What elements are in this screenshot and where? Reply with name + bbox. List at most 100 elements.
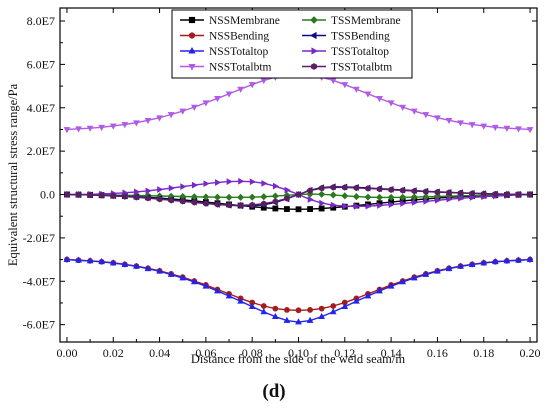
- data-point: [365, 202, 372, 210]
- data-point: [330, 184, 337, 191]
- data-point: [202, 193, 210, 201]
- data-point: [527, 191, 533, 198]
- legend-label: TSSMembrane: [331, 15, 401, 27]
- data-point: [202, 282, 210, 289]
- data-point: [399, 187, 406, 194]
- data-point: [156, 195, 163, 203]
- data-point: [492, 190, 499, 198]
- data-point: [329, 191, 337, 199]
- data-point: [318, 312, 326, 320]
- y-tick-label: 0.0: [40, 188, 55, 202]
- data-point: [121, 260, 129, 267]
- data-point: [329, 308, 337, 315]
- data-point: [364, 193, 372, 201]
- data-point: [203, 200, 209, 207]
- data-point: [226, 178, 233, 185]
- legend-item-tsstotalbtm: TSSTotalbtm: [302, 62, 392, 74]
- data-point: [446, 189, 452, 196]
- data-point: [457, 262, 464, 269]
- data-point: [179, 274, 187, 281]
- data-point: [341, 82, 349, 89]
- data-point: [272, 205, 279, 212]
- data-point: [410, 108, 418, 115]
- x-tick-label: 0.16: [427, 346, 448, 360]
- data-point: [295, 206, 302, 213]
- legend-label: NSSTotaltop: [209, 46, 269, 58]
- data-point: [261, 179, 268, 187]
- data-point: [283, 316, 291, 323]
- legend-item-nsstotaltop: NSSTotaltop: [180, 46, 269, 58]
- data-point: [410, 274, 418, 281]
- data-point: [319, 199, 326, 207]
- data-point: [422, 270, 430, 277]
- data-point: [213, 193, 222, 201]
- data-point: [64, 191, 70, 198]
- data-point: [307, 307, 313, 313]
- x-tick-label: 0.18: [473, 346, 494, 360]
- data-point: [376, 287, 383, 294]
- y-tick-label: 8.0E7: [27, 14, 55, 28]
- data-point: [376, 96, 383, 103]
- data-point: [445, 117, 453, 125]
- data-point: [526, 127, 534, 134]
- data-point: [237, 193, 245, 201]
- y-tick-label: 6.0E7: [27, 57, 55, 71]
- data-point: [434, 115, 441, 122]
- data-point: [225, 91, 233, 98]
- data-point: [365, 185, 371, 192]
- data-point: [260, 303, 267, 309]
- data-point: [87, 191, 93, 199]
- y-tick-label: 2.0E7: [27, 144, 55, 158]
- data-point: [491, 124, 499, 132]
- series-layer: [63, 72, 534, 325]
- data-point: [215, 179, 222, 186]
- data-point: [457, 120, 464, 127]
- data-point: [480, 190, 487, 197]
- y-tick-label: -2.0E7: [23, 231, 55, 245]
- data-point: [248, 302, 256, 310]
- data-point: [306, 316, 314, 323]
- data-point: [98, 124, 106, 132]
- data-point: [399, 104, 407, 111]
- legend-label: NSSMembrane: [209, 15, 280, 27]
- data-point: [133, 120, 140, 127]
- data-point: [353, 184, 360, 192]
- data-point: [248, 193, 256, 201]
- data-point: [469, 190, 475, 197]
- data-point: [423, 188, 429, 195]
- data-point: [503, 257, 511, 264]
- data-point: [144, 264, 152, 272]
- data-point: [145, 195, 151, 202]
- data-point: [110, 192, 117, 200]
- data-point: [167, 112, 175, 119]
- data-point: [238, 177, 245, 185]
- legend-marker: [310, 16, 318, 24]
- data-point: [237, 297, 244, 304]
- data-point: [214, 96, 221, 103]
- data-point: [435, 196, 442, 204]
- data-point: [109, 259, 117, 266]
- x-tick-label: 0.06: [195, 346, 216, 360]
- data-point: [342, 184, 348, 191]
- data-point: [504, 191, 510, 198]
- legend: NSSMembrane TSSMembrane NSSBending TSSBendi…: [171, 9, 413, 79]
- data-point: [167, 270, 175, 277]
- legend-label: TSSTotalbtm: [331, 62, 392, 74]
- data-point: [75, 126, 82, 133]
- data-point: [295, 191, 302, 198]
- data-point: [272, 305, 279, 312]
- data-point: [387, 193, 395, 201]
- data-point: [526, 255, 534, 262]
- data-point: [341, 302, 349, 310]
- data-point: [237, 202, 244, 209]
- data-point: [388, 186, 394, 193]
- data-point: [249, 201, 255, 209]
- data-point: [446, 195, 453, 203]
- data-point: [491, 258, 499, 265]
- legend-label: TSSTotaltop: [331, 46, 389, 58]
- data-point: [248, 82, 256, 89]
- data-point: [411, 199, 419, 206]
- data-point: [75, 256, 82, 263]
- data-point: [445, 264, 453, 272]
